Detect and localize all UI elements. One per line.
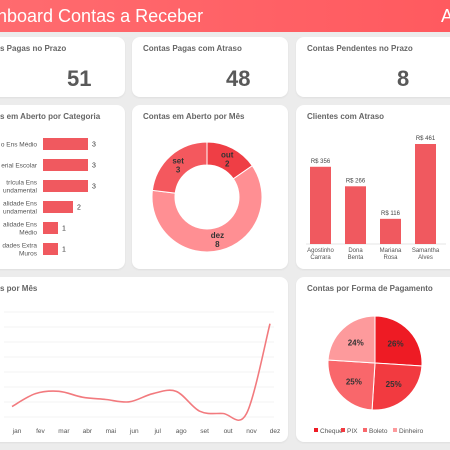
data-label: 3 [92, 184, 96, 191]
x-tick-label: ago [176, 428, 187, 435]
bar [43, 180, 88, 192]
kpi-value: 51 [67, 66, 92, 91]
x-tick-label: fev [36, 428, 45, 435]
card-title: Clientes com Atraso [307, 112, 385, 121]
card-pagamento: Contas por Forma de Pagamento 26% 25% 25% 2… [296, 277, 450, 442]
kpi-value: 48 [226, 66, 251, 91]
bar [415, 144, 436, 244]
kpi-card-pagas-atraso: Contas Pagas com Atraso 48 [132, 37, 288, 97]
card-title: Contas por Forma de Pagamento [307, 284, 433, 293]
category-label: Agostinho Carrara [307, 248, 334, 261]
slice-name-label: set [172, 156, 184, 165]
donut-slice [151, 141, 208, 194]
slice-value-label: 2 [225, 159, 230, 168]
x-tick-label: abr [83, 428, 93, 435]
pie-slice [327, 359, 376, 411]
x-tick-label: jun [129, 428, 139, 435]
x-tick-label: mai [106, 428, 116, 435]
bar [43, 243, 58, 255]
bar [43, 201, 73, 213]
slice-percent-label: 24% [348, 338, 364, 347]
x-tick-label: set [200, 428, 209, 435]
pie-slice [371, 362, 423, 411]
kpi-card-pendentes-prazo: Contas Pendentes no Prazo 8 [296, 37, 450, 97]
data-label: R$ 356 [311, 159, 331, 165]
slice-percent-label: 25% [386, 380, 402, 389]
series-line [11, 323, 271, 421]
pie-slice [327, 315, 376, 364]
category-label: dades Extra Muros [2, 243, 37, 258]
slice-value-label: 8 [215, 240, 220, 249]
category-label: alidade Ens undamental [3, 201, 38, 216]
slice-name-label: out [221, 150, 234, 159]
card-clientes: Clientes com Atraso R$ 356 Agostinho Carra… [296, 105, 450, 269]
category-label: erial Escolar [1, 163, 38, 170]
x-tick-label: jan [12, 428, 22, 435]
bar [43, 138, 88, 150]
kpi-card-pagas-prazo: s Pagas no Prazo 51 [0, 37, 125, 97]
kpi-label: Contas Pendentes no Prazo [307, 44, 413, 53]
kpi-value: 8 [397, 66, 410, 91]
legend-label: Dinheiro [399, 428, 424, 435]
category-label: Samantha Alves [412, 248, 440, 261]
legend-swatch [314, 428, 318, 432]
clientes-bar-chart: R$ 356 Agostinho Carrara R$ 266 Dona Benta R$ … [306, 136, 446, 261]
slice-value-label: 3 [176, 165, 181, 174]
card-title: s em Aberto por Categoria [0, 112, 101, 121]
data-label: 3 [92, 142, 96, 149]
x-tick-label: dez [270, 428, 280, 435]
card-mes-donut: Contas em Aberto por Mês out 2 dez 8 set 3 [132, 105, 288, 269]
bar [310, 166, 331, 244]
data-label: R$ 116 [381, 211, 401, 217]
kpi-label: Contas Pagas com Atraso [143, 44, 242, 53]
legend-label: Boleto [369, 428, 388, 435]
categoria-bar-chart: o Ens Médio 3 erial Escolar 3 trícula Ens und… [1, 138, 96, 258]
data-label: 1 [62, 226, 66, 233]
slice-percent-label: 26% [388, 340, 404, 349]
mes-line-chart: jan fev mar abr mai jun jul ago set out nov dez [4, 311, 280, 435]
data-label: 1 [62, 247, 66, 254]
data-label: 2 [77, 205, 81, 212]
category-label: trícula Ens undamental [3, 180, 38, 195]
slice-name-label: dez [211, 231, 224, 240]
legend-label: PIX [347, 428, 358, 435]
x-tick-label: jul [153, 428, 161, 435]
category-label: Dona Benta [348, 248, 364, 261]
category-label: alidade Ens Médio [3, 222, 38, 237]
category-label: o Ens Médio [1, 142, 38, 149]
legend-swatch [341, 428, 345, 432]
card-categoria: s em Aberto por Categoria o Ens Médio 3 er… [0, 105, 125, 269]
pagamento-pie-chart: 26% 25% 25% 24% Cheque PIX Boleto Dinheiro [314, 315, 424, 435]
data-label: 3 [92, 163, 96, 170]
legend-label: Cheque [320, 428, 343, 435]
bar [43, 159, 88, 171]
data-label: R$ 266 [346, 178, 366, 184]
dashboard-title: shboard Contas a Receber [0, 6, 204, 26]
bar [345, 186, 366, 244]
pie-slice [374, 315, 423, 367]
kpi-label: s Pagas no Prazo [0, 44, 67, 53]
category-label: Mariana Rosa [380, 248, 402, 261]
slice-percent-label: 25% [346, 378, 362, 387]
x-tick-label: mar [58, 428, 70, 435]
bar [380, 218, 401, 244]
card-title: s por Mês [0, 284, 38, 293]
card-linha: s por Mês jan fev mar abr mai jun jul ago set out… [0, 277, 288, 442]
bar [43, 222, 58, 234]
x-tick-label: nov [246, 428, 257, 435]
data-label: R$ 461 [416, 136, 436, 142]
card-title: Contas em Aberto por Mês [143, 112, 245, 121]
legend-swatch [363, 428, 367, 432]
donut-slice [151, 165, 263, 253]
legend-swatch [393, 428, 397, 432]
header-right-text: A [441, 6, 450, 26]
dashboard-header: shboard Contas a Receber A [0, 0, 450, 32]
x-tick-label: out [224, 428, 233, 435]
